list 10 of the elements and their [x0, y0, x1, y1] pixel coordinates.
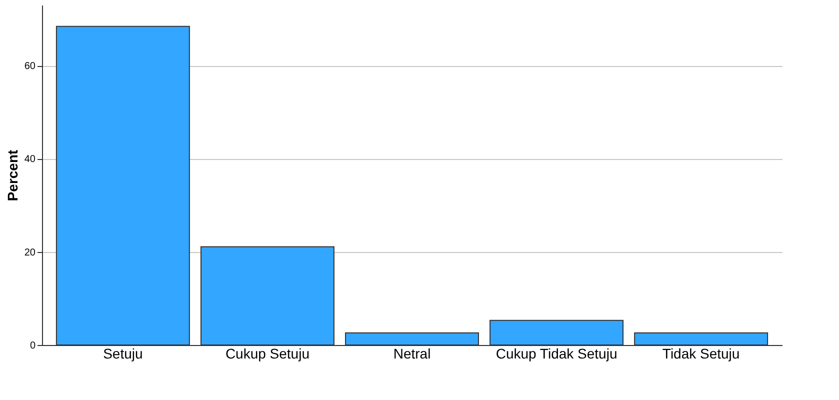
y-tick-label: 60 [24, 61, 36, 72]
x-tick-label: Tidak Setuju [662, 346, 740, 362]
x-tick-label: Setuju [103, 346, 143, 362]
y-axis-title: Percent [4, 149, 20, 202]
y-tick-label: 40 [24, 154, 36, 166]
y-tick-label: 20 [24, 247, 36, 258]
x-tick-label: Cukup Setuju [225, 346, 310, 362]
x-tick-label: Netral [393, 346, 431, 362]
y-tick-label: 0 [30, 340, 36, 352]
x-tick-label: Cukup Tidak Setuju [496, 346, 618, 362]
